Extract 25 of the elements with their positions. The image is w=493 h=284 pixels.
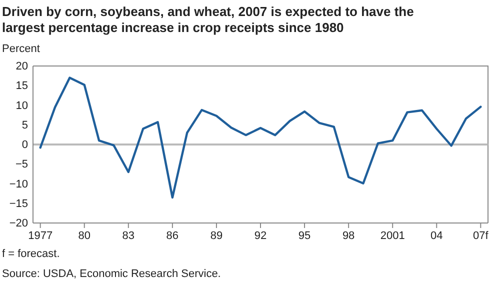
x-tick-label: 89 xyxy=(210,230,223,242)
line-series xyxy=(39,76,482,199)
y-tick-label: −10 xyxy=(9,178,28,190)
x-tick-label: 83 xyxy=(122,230,135,242)
x-tick-label: 98 xyxy=(342,230,355,242)
x-tick-label: 95 xyxy=(298,230,311,242)
y-tick-label: −15 xyxy=(9,198,28,210)
y-tick-label: 10 xyxy=(16,100,28,112)
x-tick-label: 1977 xyxy=(28,230,53,242)
y-tick-label: −5 xyxy=(15,158,28,171)
x-tick-label: 86 xyxy=(166,230,179,242)
x-tick-label: 04 xyxy=(430,230,443,242)
y-tick-label: 0 xyxy=(22,139,28,152)
chart-title: Driven by corn, soybeans, and wheat, 2007 is expected to have the largest percentage increase in crop receipts since 1980 xyxy=(2,4,414,35)
x-tick-label: 80 xyxy=(78,230,90,242)
y-tick-label: −20 xyxy=(9,218,28,230)
source-note: Source: USDA, Economic Research Service. xyxy=(2,268,221,280)
x-tick-label: 2001 xyxy=(380,230,405,242)
x-tick-label: 07f xyxy=(473,230,490,242)
y-tick-label: 5 xyxy=(22,119,28,132)
x-tick-label: 92 xyxy=(254,230,267,242)
text: f = forecast. xyxy=(2,248,60,260)
y-tick-label: 15 xyxy=(16,80,28,92)
y-axis-title: Percent xyxy=(2,43,40,55)
y-tick-label: 20 xyxy=(16,60,28,73)
